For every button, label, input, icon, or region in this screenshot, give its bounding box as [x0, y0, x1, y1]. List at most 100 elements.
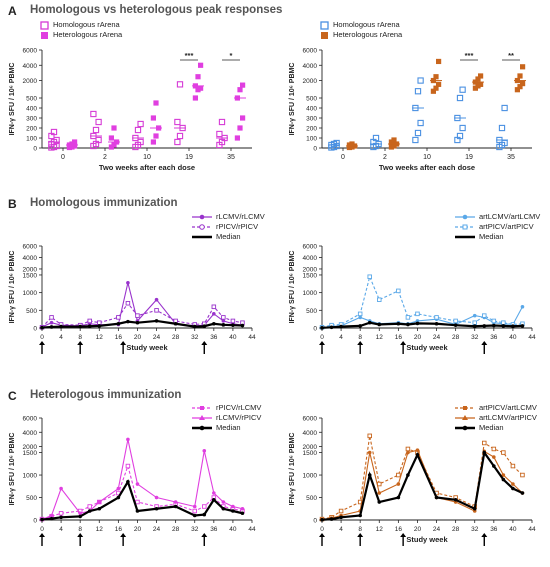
b-left-data-point: [126, 280, 130, 285]
a-left-point: [237, 125, 243, 131]
c-left-data-point: [240, 506, 245, 511]
a-right-x-tick-label: 35: [507, 154, 515, 161]
b-left-data-point: [116, 315, 121, 320]
c-left-x-tick-label: 16: [115, 526, 123, 533]
b-right-y-tick-label: 500: [306, 308, 317, 315]
b-right-data-point: [358, 315, 362, 320]
a-right-point: [412, 136, 419, 144]
c-right-median-point: [415, 453, 420, 457]
a-right-y-tick-label: 2000: [303, 78, 318, 85]
b-left-x-tick-label: 24: [153, 334, 161, 341]
b-right-median-point: [472, 324, 477, 329]
c-left-x-tick-label: 12: [96, 526, 104, 533]
c-left-x-tick-label: 0: [40, 526, 44, 533]
b-left-x-tick-label: 32: [191, 334, 199, 341]
c-left-x-tick-label: 20: [134, 526, 142, 533]
a-right-point: [517, 73, 523, 79]
legend-label: Homologous rArena: [333, 20, 400, 29]
a-left-point: [176, 81, 184, 88]
b-right-median-point: [434, 321, 439, 326]
b-left-x-tick-label: 4: [59, 334, 63, 341]
b-right-y-tick-label: 1000: [303, 290, 318, 297]
b-left-data-point: [97, 320, 102, 325]
a-right-point: [372, 134, 380, 142]
a-left-x-tick-label: 0: [61, 154, 65, 161]
legend-label: artPICV/artPICV: [479, 222, 534, 231]
a-right-point: [456, 94, 464, 102]
b-left-x-tick-label: 28: [172, 334, 180, 341]
a-left-y-tick-label: 100: [26, 136, 37, 143]
c-left-median-point: [126, 479, 130, 484]
c-left-median-point: [59, 515, 63, 520]
b-right-median-point: [501, 324, 506, 328]
legend-a-left: Homologous rArena Heterologous rArena: [40, 20, 122, 40]
c-right-x-tick-label: 20: [414, 526, 422, 533]
a-right-point: [514, 87, 520, 93]
b-left-x-tick-label: 20: [134, 334, 142, 341]
b-left-median-point: [173, 321, 178, 326]
b-left-median-point: [97, 324, 102, 328]
a-left-point: [150, 115, 156, 121]
legend-label: Homologous rArena: [53, 20, 120, 29]
a-left-significance-label: *: [230, 51, 233, 60]
legend-label: Median: [216, 423, 241, 432]
c-right-y-tick-label: 2000: [303, 444, 318, 451]
a-right-y-tick-label: 4000: [303, 63, 318, 70]
b-right-y-tick-label: 6000: [303, 244, 318, 251]
c-left-median-point: [87, 509, 92, 513]
c-left-data-point: [125, 463, 131, 469]
a-left-y-tick-label: 4000: [23, 63, 38, 70]
b-right-x-tick-label: 0: [320, 334, 324, 341]
c-left-median-point: [202, 512, 207, 517]
b-right-data-point: [472, 320, 477, 325]
b-left-y-tick-label: 1000: [23, 290, 38, 297]
b-left-y-tick-label: 500: [26, 308, 37, 315]
legend-c-left: rPICV/rLCMV rLCMV/rPICV Median: [192, 403, 261, 433]
b-left-data-point: [154, 308, 159, 313]
a-right-point: [417, 77, 424, 84]
panel-title-b: Homologous immunization: [30, 197, 178, 209]
b-left-median-point: [221, 323, 226, 327]
c-right-x-tick-label: 8: [358, 526, 362, 533]
c-left-x-tick-label: 44: [248, 526, 256, 533]
c-right-median-point: [377, 500, 382, 504]
a-left-point: [137, 120, 144, 128]
b-right-median-point: [492, 323, 496, 328]
a-left-point: [108, 135, 114, 141]
a-right-y-tick-label: 0: [313, 146, 317, 153]
b-left-x-tick-label: 44: [248, 334, 256, 341]
a-left-y-tick-label: 2000: [23, 78, 38, 85]
a-right-point: [498, 124, 506, 132]
c-left-y-axis-label: IFN-γ SFU / 10⁶ PBMC: [9, 433, 16, 506]
a-right-y-tick-label: 500: [306, 96, 317, 103]
b-left-median-point: [231, 323, 235, 327]
c-left-data-point: [97, 500, 102, 504]
c-left-data-point: [135, 482, 140, 486]
b-right-median-point: [453, 323, 458, 327]
b-left-y-tick-label: 6000: [23, 244, 38, 251]
legend-label: rLCMV/rLCMV: [216, 212, 265, 221]
b-left-dose-arrowhead: [77, 341, 84, 345]
c-left-dose-arrowhead: [77, 533, 84, 537]
c-right-x-tick-label: 32: [471, 526, 479, 533]
b-left-data-point: [221, 319, 226, 323]
a-left-significance-label: ***: [185, 51, 194, 60]
c-left-median-point: [212, 497, 216, 502]
c-right-data-point: [510, 463, 516, 469]
b-right-data-point: [405, 315, 411, 320]
c-right-x-tick-label: 4: [339, 526, 343, 533]
c-left-median-point: [97, 506, 102, 511]
c-left-data-point: [192, 504, 197, 509]
c-right-data-point: [367, 450, 372, 455]
c-left-data-point: [49, 513, 54, 518]
b-right-median-point: [520, 324, 525, 328]
b-left-x-axis-label: Study week: [126, 343, 168, 352]
b-right-median-point: [511, 324, 515, 329]
c-left-y-tick-label: 1000: [23, 473, 38, 480]
b-left-y-tick-label: 2000: [23, 266, 38, 273]
c-left-median-point: [40, 517, 44, 522]
b-left-median-point: [135, 320, 140, 325]
c-right-median-point: [367, 473, 372, 477]
b-right-data-point: [415, 311, 420, 317]
